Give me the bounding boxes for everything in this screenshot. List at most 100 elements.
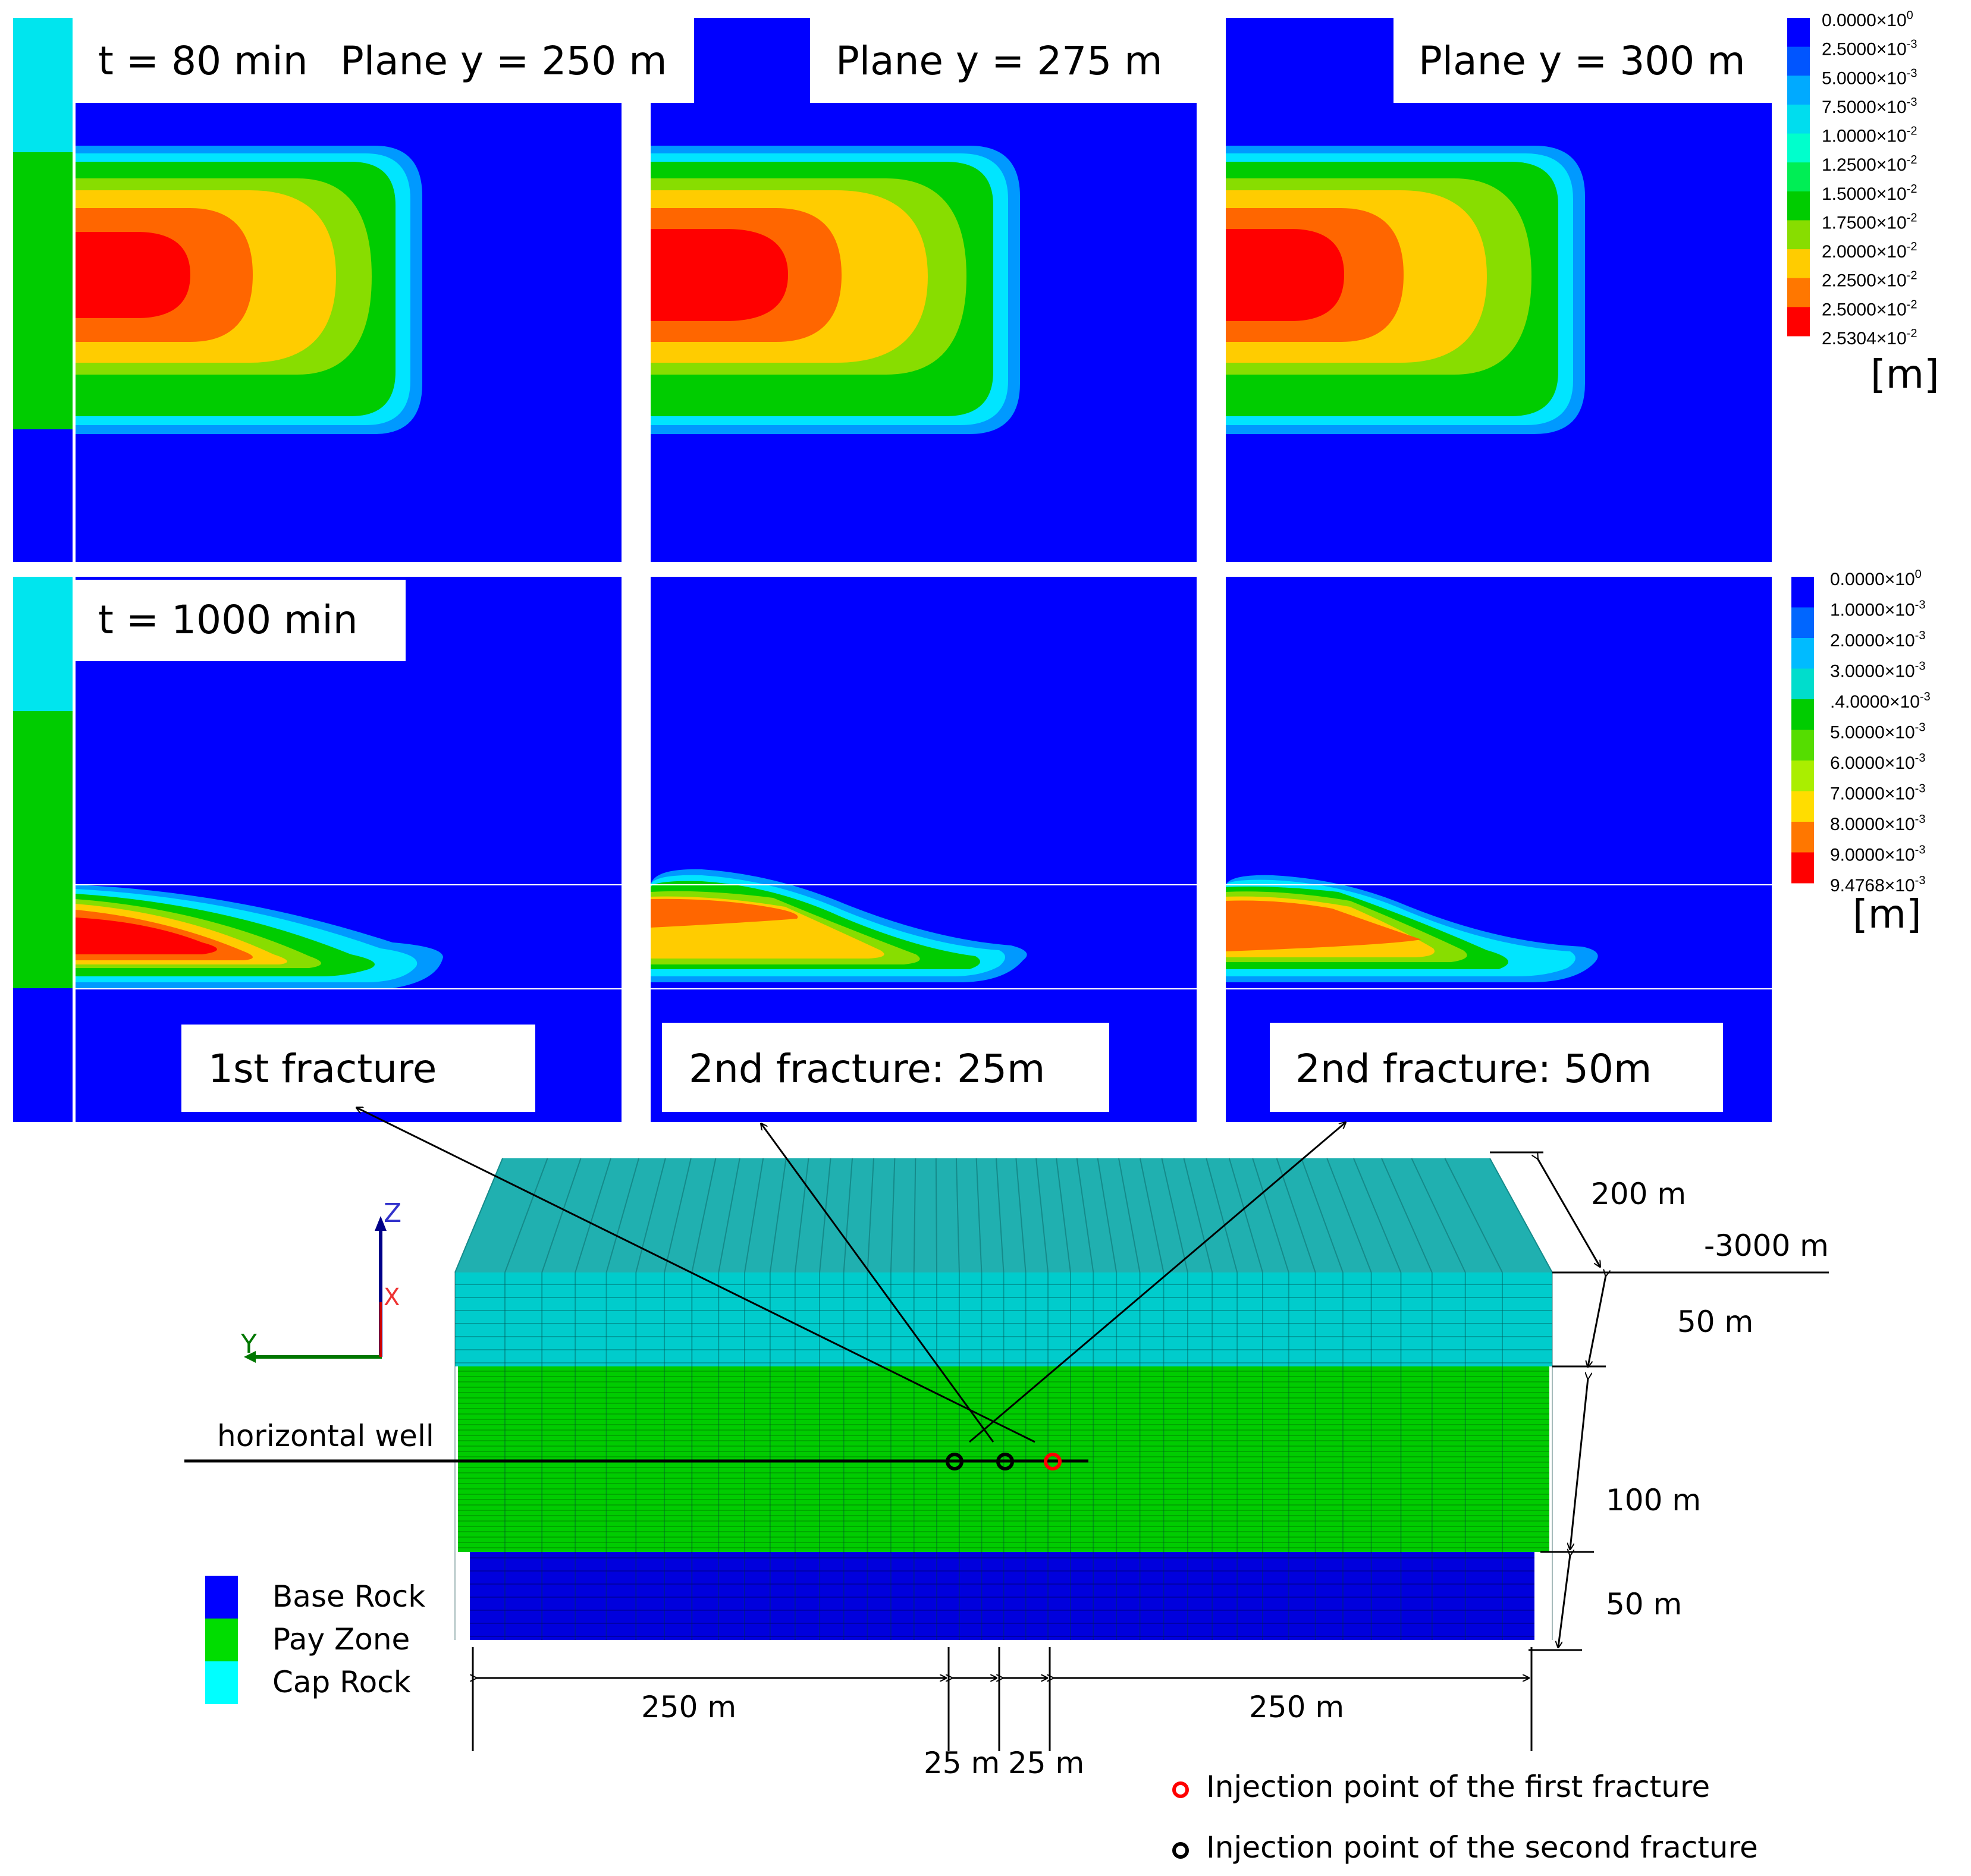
- colorbar-top-tick-label-2: 5.0000×10-3: [1822, 67, 1917, 88]
- panel-top-strip-2: [694, 18, 810, 103]
- depth-dim-line: [1537, 1158, 1600, 1267]
- top-grid-line: [541, 1158, 582, 1273]
- top-grid-line: [1015, 1158, 1027, 1273]
- contour-panel-top-1: [76, 103, 622, 562]
- top-grid-line: [955, 1158, 960, 1273]
- colorbar-bottom-tick-label-3: 3.0000×10-3: [1830, 660, 1925, 681]
- arrow-to-second-fracture-25: [761, 1124, 994, 1443]
- legend-label-cap-rock: Cap Rock: [272, 1665, 411, 1699]
- fracture-label-box-1: [181, 1025, 535, 1112]
- colorbar-bottom-swatch-7: [1791, 791, 1814, 822]
- colorbar-bottom-swatch-2: [1791, 638, 1814, 669]
- top-grid-line: [1326, 1158, 1372, 1273]
- colorbar-top-swatch-8: [1787, 249, 1810, 279]
- colorbar-bottom-tick-label-8: 8.0000×10-3: [1830, 813, 1925, 834]
- injection-point-second-2[interactable]: [996, 1453, 1014, 1470]
- strip-base-rock: [13, 429, 73, 562]
- top-grid-line: [1206, 1158, 1238, 1273]
- top-grid-line: [769, 1158, 787, 1273]
- colorbar-bottom-swatch-5: [1791, 730, 1814, 761]
- pay-dim-label: 100 m: [1606, 1483, 1701, 1517]
- top-grid-line: [1183, 1158, 1213, 1273]
- colorbar-top-swatch-7: [1787, 220, 1810, 250]
- panel-top-strip-3: [1226, 18, 1393, 103]
- colorbar-bottom-swatch-8: [1791, 822, 1814, 853]
- colorbar-bottom-swatch-6: [1791, 761, 1814, 791]
- top-grid-line: [1056, 1158, 1071, 1273]
- injection-point-second-1[interactable]: [946, 1453, 963, 1470]
- plane-label-3: Plane y = 300 m: [1418, 38, 1746, 84]
- base-dim-label: 50 m: [1606, 1587, 1682, 1622]
- top-grid-line: [1228, 1158, 1263, 1273]
- dim-gap1-label: 25 m: [924, 1746, 1000, 1780]
- strip-cap-rock: [13, 18, 73, 152]
- contour-panel-top-3: [1226, 103, 1772, 562]
- top-grid-line: [1411, 1158, 1466, 1273]
- z-axis-label: Z: [384, 1198, 401, 1228]
- top-grid-line: [794, 1158, 809, 1273]
- front-face-grid: [454, 1272, 1553, 1640]
- model-cap-rock-face: [455, 1272, 1552, 1366]
- colorbar-top-swatch-2: [1787, 76, 1810, 105]
- x-axis-label: X: [384, 1284, 400, 1311]
- colorbar-top-tick-label-3: 7.5000×10-3: [1822, 96, 1917, 117]
- top-grid-line: [664, 1158, 692, 1273]
- top-grid-line: [1444, 1158, 1503, 1273]
- top-grid-line: [996, 1158, 1005, 1273]
- top-grid-line: [504, 1158, 548, 1273]
- legend-second-injection-icon: [1172, 1842, 1189, 1859]
- top-grid-line: [1139, 1158, 1165, 1273]
- top-grid-line: [1118, 1158, 1141, 1273]
- colorbar-top: 0.0000×100 2.5000×10-3 5.0000×10-3 7.5000×1…: [1787, 9, 1917, 348]
- colorbar-bottom-tick-label-7: 7.0000×10-3: [1830, 783, 1925, 804]
- fracture-label-box-3: [1270, 1023, 1723, 1112]
- time-label-bottom: t = 1000 min: [98, 597, 358, 643]
- strip-cap-rock: [13, 577, 73, 711]
- colorbar-top-unit: [m]: [1870, 351, 1939, 397]
- dim-left-label: 250 m: [641, 1690, 736, 1724]
- bottom-dimensions: [473, 1647, 1533, 1751]
- colorbar-bottom-tick-label-4: .4.0000×10-3: [1830, 690, 1931, 712]
- colorbar-top-swatch-1: [1787, 46, 1810, 76]
- colorbar-top-swatch-4: [1787, 133, 1810, 163]
- colorbar-bottom-tick-label-9: 9.0000×10-3: [1830, 844, 1925, 865]
- reservoir-model: horizontal well: [184, 1108, 1553, 1640]
- legend-first-injection-label: Injection point of the first fracture: [1206, 1770, 1710, 1804]
- colorbar-top-tick-label-10: 2.5000×10-2: [1822, 298, 1917, 319]
- contour-orange: [651, 898, 798, 928]
- top-grid-line: [1381, 1158, 1433, 1273]
- top-grid-line: [1161, 1158, 1188, 1273]
- colorbar-bottom: 0.0000×100 1.0000×10-3 2.0000×10-3 3.0000×1…: [1791, 568, 1931, 895]
- colorbar-top-tick-label-6: 1.5000×10-2: [1822, 183, 1917, 204]
- strip-base-rock: [13, 988, 73, 1122]
- plane-label-1: Plane y = 250 m: [340, 38, 667, 84]
- depth-dim-label: 200 m: [1591, 1177, 1686, 1211]
- layer-strip-top: [13, 18, 73, 562]
- colorbar-top-swatch-0: [1787, 18, 1810, 48]
- colorbar-bottom-tick-label-2: 2.0000×10-3: [1830, 629, 1925, 651]
- top-grid-line: [890, 1158, 896, 1273]
- top-grid-line: [975, 1158, 983, 1273]
- top-row: t = 80 min Plane y = 250 m Plane y = 275…: [13, 18, 1772, 562]
- top-grid-line: [718, 1158, 740, 1273]
- contour-red: [1226, 229, 1344, 321]
- colorbar-bottom-swatch-0: [1791, 577, 1814, 608]
- colorbar-top-tick-label-0: 0.0000×100: [1822, 9, 1913, 30]
- top-grid-line: [454, 1158, 503, 1273]
- injection-point-first[interactable]: [1044, 1453, 1062, 1470]
- legend-label-pay-zone: Pay Zone: [272, 1622, 410, 1657]
- legend-label-base-rock: Base Rock: [272, 1579, 425, 1614]
- base-dim-line: [1558, 1555, 1570, 1647]
- contour-red: [76, 917, 217, 954]
- colorbar-bottom-swatch-1: [1791, 607, 1814, 639]
- arrow-to-second-fracture-50: [969, 1123, 1345, 1443]
- top-grid-line: [1076, 1158, 1094, 1273]
- colorbar-top-swatch-10: [1787, 307, 1810, 337]
- colorbar-top-swatch-3: [1787, 104, 1810, 134]
- colorbar-top-tick-label-4: 1.0000×10-2: [1822, 125, 1917, 146]
- injection-legend: Injection point of the first fracture In…: [1172, 1770, 1758, 1865]
- top-grid-line: [1276, 1158, 1316, 1273]
- colorbar-bottom-tick-label-6: 6.0000×10-3: [1830, 752, 1925, 773]
- contour-orange: [1226, 900, 1421, 951]
